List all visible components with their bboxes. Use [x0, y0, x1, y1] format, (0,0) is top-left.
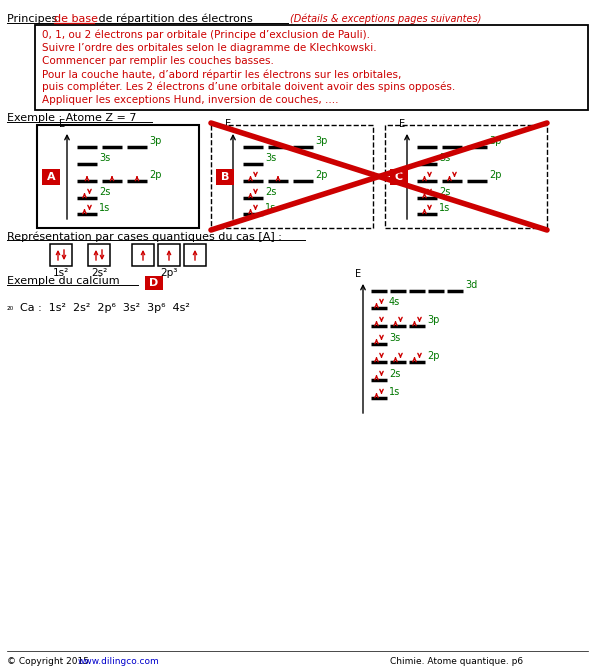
- Text: E: E: [399, 119, 405, 129]
- Text: 1s: 1s: [265, 203, 276, 213]
- Bar: [385, 125, 547, 228]
- Text: Chimie. Atome quantique. p6: Chimie. Atome quantique. p6: [390, 657, 523, 666]
- Text: 1s: 1s: [389, 387, 400, 397]
- Text: D: D: [149, 278, 159, 288]
- Text: © Copyright 2015: © Copyright 2015: [7, 657, 92, 666]
- Text: Suivre l’ordre des orbitales selon le diagramme de Klechkowski.: Suivre l’ordre des orbitales selon le di…: [42, 43, 377, 53]
- Text: E: E: [355, 269, 361, 279]
- Text: 1s: 1s: [439, 203, 450, 213]
- Text: 3p: 3p: [149, 136, 161, 146]
- Text: 1s: 1s: [99, 203, 110, 213]
- Text: Exemple : Atome Z = 7: Exemple : Atome Z = 7: [7, 113, 136, 123]
- Text: 2s: 2s: [389, 369, 400, 379]
- Text: ₂₀: ₂₀: [7, 303, 14, 312]
- Text: 3s: 3s: [265, 153, 276, 163]
- Text: 3p: 3p: [427, 315, 439, 325]
- Bar: [35, 25, 588, 110]
- Text: 2s: 2s: [99, 187, 111, 197]
- Text: 2p: 2p: [489, 170, 502, 180]
- Bar: [184, 244, 206, 266]
- Text: E: E: [225, 119, 231, 129]
- Bar: [50, 244, 72, 266]
- Text: 2s: 2s: [265, 187, 276, 197]
- Text: 2s²: 2s²: [91, 268, 107, 278]
- Text: 3s: 3s: [439, 153, 450, 163]
- Text: 4s: 4s: [389, 297, 400, 307]
- Bar: [216, 168, 234, 185]
- Text: E: E: [59, 119, 65, 129]
- Text: 3p: 3p: [489, 136, 502, 146]
- Text: Ca :  1s²  2s²  2p⁶  3s²  3p⁶  4s²: Ca : 1s² 2s² 2p⁶ 3s² 3p⁶ 4s²: [20, 303, 190, 313]
- Text: 2s: 2s: [439, 187, 450, 197]
- Bar: [211, 125, 373, 228]
- Text: de base: de base: [54, 14, 98, 24]
- Text: Exemple du calcium: Exemple du calcium: [7, 276, 120, 286]
- Text: B: B: [221, 172, 229, 181]
- Bar: [158, 244, 180, 266]
- Bar: [37, 125, 199, 228]
- Bar: [390, 168, 408, 185]
- Text: de répartition des électrons: de répartition des électrons: [95, 14, 260, 25]
- Text: A: A: [46, 172, 55, 181]
- Text: 2p³: 2p³: [160, 268, 178, 278]
- Text: 1s²: 1s²: [53, 268, 69, 278]
- Text: Représentation par cases quantiques du cas [A] :: Représentation par cases quantiques du c…: [7, 231, 282, 242]
- Text: Pour la couche haute, d’abord répartir les électrons sur les orbitales,: Pour la couche haute, d’abord répartir l…: [42, 69, 402, 79]
- Text: 3s: 3s: [99, 153, 110, 163]
- Text: 3s: 3s: [389, 333, 400, 343]
- Text: puis compléter. Les 2 électrons d’une orbitale doivent avoir des spins opposés.: puis compléter. Les 2 électrons d’une or…: [42, 82, 455, 93]
- Text: 3p: 3p: [315, 136, 327, 146]
- Text: 2p: 2p: [315, 170, 327, 180]
- Text: C: C: [395, 172, 403, 181]
- Text: Commencer par remplir les couches basses.: Commencer par remplir les couches basses…: [42, 56, 274, 66]
- Text: 3d: 3d: [465, 280, 477, 290]
- Text: Appliquer les exceptions Hund, inversion de couches, ....: Appliquer les exceptions Hund, inversion…: [42, 95, 339, 105]
- Text: 2p: 2p: [427, 351, 440, 361]
- Text: (Détails & exceptions pages suivantes): (Détails & exceptions pages suivantes): [290, 14, 481, 25]
- Text: 0, 1, ou 2 électrons par orbitale (Principe d’exclusion de Pauli).: 0, 1, ou 2 électrons par orbitale (Princ…: [42, 30, 370, 40]
- Text: Principes: Principes: [7, 14, 61, 24]
- Bar: [88, 244, 110, 266]
- Bar: [42, 168, 60, 185]
- Bar: [145, 276, 163, 290]
- Text: 2p: 2p: [149, 170, 161, 180]
- Bar: [132, 244, 154, 266]
- Text: www.dilingco.com: www.dilingco.com: [78, 657, 159, 666]
